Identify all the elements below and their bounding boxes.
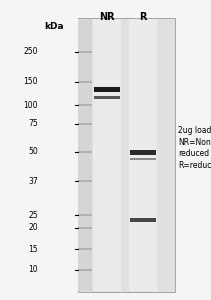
Text: 25: 25	[28, 211, 38, 220]
Bar	[94, 95, 120, 98]
Text: 37: 37	[28, 176, 38, 185]
Bar	[130, 149, 156, 154]
Bar	[93, 19, 121, 291]
Text: NR: NR	[99, 12, 115, 22]
Bar	[129, 19, 157, 291]
Text: R: R	[139, 12, 147, 22]
Text: 150: 150	[23, 77, 38, 86]
Text: 20: 20	[28, 224, 38, 232]
Bar	[130, 158, 156, 160]
Text: 250: 250	[23, 47, 38, 56]
Text: 10: 10	[28, 266, 38, 274]
Text: 100: 100	[23, 100, 38, 109]
Text: 50: 50	[28, 148, 38, 157]
Bar	[78, 19, 92, 291]
Bar	[94, 86, 120, 92]
Text: 75: 75	[28, 119, 38, 128]
Text: 15: 15	[28, 244, 38, 253]
Text: 2ug loading
NR=Non-
reduced
R=reduced: 2ug loading NR=Non- reduced R=reduced	[178, 126, 211, 170]
Bar	[78, 18, 175, 292]
Bar	[130, 218, 156, 222]
Text: kDa: kDa	[44, 22, 64, 31]
